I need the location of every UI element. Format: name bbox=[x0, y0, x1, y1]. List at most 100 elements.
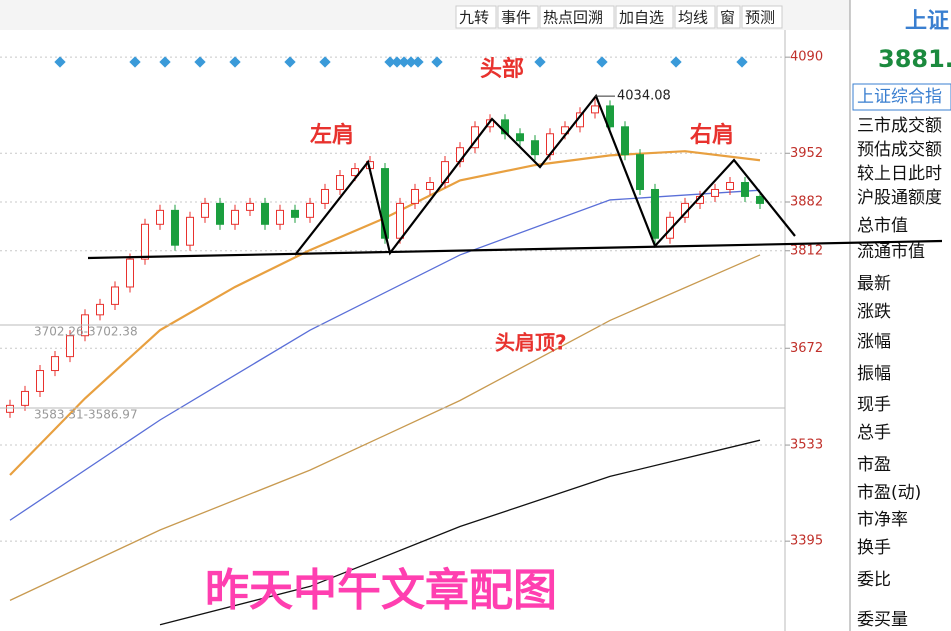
candle-body bbox=[636, 154, 644, 190]
candle-body bbox=[306, 202, 314, 218]
info-row: 预估成交额 bbox=[857, 140, 942, 160]
info-row: 委买量 bbox=[857, 610, 908, 630]
info-row: 总市值 bbox=[857, 216, 908, 236]
candle-body bbox=[141, 223, 149, 260]
toolbar-button[interactable] bbox=[741, 5, 783, 29]
candle-body bbox=[756, 195, 764, 204]
info-row: 沪股通额度 bbox=[857, 188, 942, 208]
candle-body bbox=[336, 175, 344, 190]
toolbar-label[interactable]: 均线 bbox=[678, 9, 708, 27]
candle-body bbox=[651, 188, 659, 239]
info-row: 委比 bbox=[857, 570, 891, 590]
candle-body bbox=[186, 216, 194, 246]
range-label: 3583.31-3586.97 bbox=[34, 408, 138, 422]
candle-body bbox=[321, 188, 329, 204]
candle-body bbox=[381, 168, 389, 239]
candle-body bbox=[711, 188, 719, 197]
info-row: 较上日此时 bbox=[857, 164, 942, 184]
y-tick-label: 3395 bbox=[790, 534, 823, 549]
info-row: 涨跌 bbox=[857, 302, 891, 322]
candle-body bbox=[426, 182, 434, 190]
candle-body bbox=[36, 370, 44, 392]
toolbar-buttons: 九转 事件 热点回溯 加自选 均线窗预测 bbox=[455, 5, 783, 29]
index-name: 上证 bbox=[905, 9, 949, 34]
annotation: 头肩顶? bbox=[495, 331, 567, 355]
candle-body bbox=[741, 182, 749, 197]
toolbar-button[interactable] bbox=[455, 5, 497, 29]
neckline bbox=[87, 239, 943, 260]
candle-body bbox=[291, 209, 299, 218]
candle-body bbox=[216, 202, 224, 225]
candle-body bbox=[156, 209, 164, 225]
toolbar-button[interactable] bbox=[615, 5, 674, 29]
candle-body bbox=[276, 209, 284, 225]
annotation: 右肩 bbox=[690, 122, 734, 148]
y-tick-label: 3533 bbox=[790, 438, 823, 453]
candle-body bbox=[351, 168, 359, 177]
candle-body bbox=[531, 140, 539, 156]
toolbar-label[interactable]: 九转 bbox=[459, 9, 489, 27]
index-price: 3881. bbox=[878, 45, 951, 73]
grid: 4090 3952 3882 3812 3672 3533 3395 bbox=[0, 50, 823, 549]
candle-body bbox=[666, 216, 674, 239]
toolbar-label[interactable]: 加自选 bbox=[619, 9, 664, 27]
zigzag bbox=[294, 93, 796, 256]
candle-body bbox=[621, 126, 629, 156]
info-row: 市净率 bbox=[857, 510, 908, 530]
candle-body bbox=[726, 182, 734, 190]
toolbar-label[interactable]: 热点回溯 bbox=[543, 9, 603, 27]
candle-body bbox=[6, 404, 14, 413]
info-row: 最新 bbox=[857, 274, 891, 294]
info-row: 总手 bbox=[857, 423, 891, 443]
toolbar-button[interactable] bbox=[716, 5, 741, 29]
candle-body bbox=[96, 303, 104, 316]
annotation: 昨天中午文章配图 bbox=[205, 565, 557, 616]
toolbar-button[interactable] bbox=[497, 5, 539, 29]
candle-body bbox=[261, 202, 269, 225]
candle-body bbox=[516, 133, 524, 142]
toolbar-label[interactable]: 预测 bbox=[745, 9, 775, 27]
name-box bbox=[852, 83, 951, 111]
candle-body bbox=[126, 258, 134, 288]
y-tick-label: 3672 bbox=[790, 341, 823, 356]
candle-body bbox=[201, 202, 209, 218]
ma-line bbox=[159, 439, 761, 626]
toolbar-label[interactable]: 事件 bbox=[501, 9, 531, 27]
y-tick-label: 3882 bbox=[790, 195, 823, 210]
candle-body bbox=[111, 286, 119, 305]
candle-body bbox=[411, 188, 419, 204]
y-tick-label: 4090 bbox=[790, 50, 823, 65]
y-tick-label: 3812 bbox=[790, 243, 823, 258]
event-marker bbox=[54, 56, 66, 68]
info-row: 流通市值 bbox=[857, 242, 925, 262]
info-panel: 上证 3881. 上证综合指三市成交额预估成交额较上日此时沪股通额度总市值流通市值最… bbox=[852, 9, 951, 630]
info-row: 市盈 bbox=[857, 455, 891, 475]
candle-body bbox=[606, 105, 614, 128]
candle-body bbox=[21, 390, 29, 406]
index-full-name: 上证综合指 bbox=[857, 87, 942, 107]
range-label: 3702.26-3702.38 bbox=[34, 325, 138, 339]
info-row: 涨幅 bbox=[857, 332, 891, 352]
toolbar-button[interactable] bbox=[539, 5, 615, 29]
candle-body bbox=[246, 202, 254, 211]
info-row: 三市成交额 bbox=[857, 116, 942, 136]
toolbar-label[interactable]: 窗 bbox=[720, 9, 735, 27]
toolbar-button[interactable] bbox=[674, 5, 716, 29]
y-tick-label: 3952 bbox=[790, 146, 823, 161]
candle-body bbox=[51, 356, 59, 372]
candle-body bbox=[591, 105, 599, 114]
info-row: 换手 bbox=[857, 538, 891, 558]
info-row: 振幅 bbox=[857, 364, 891, 384]
candle-body bbox=[396, 202, 404, 239]
peak-label: 4034.08 bbox=[617, 89, 671, 104]
ma-line bbox=[9, 189, 761, 521]
candle-body bbox=[66, 335, 74, 358]
annotation: 左肩 bbox=[310, 122, 354, 148]
annotation: 头部 bbox=[480, 56, 524, 82]
info-row: 市盈(动) bbox=[857, 483, 921, 503]
candle-body bbox=[171, 209, 179, 246]
info-row: 现手 bbox=[857, 395, 891, 415]
